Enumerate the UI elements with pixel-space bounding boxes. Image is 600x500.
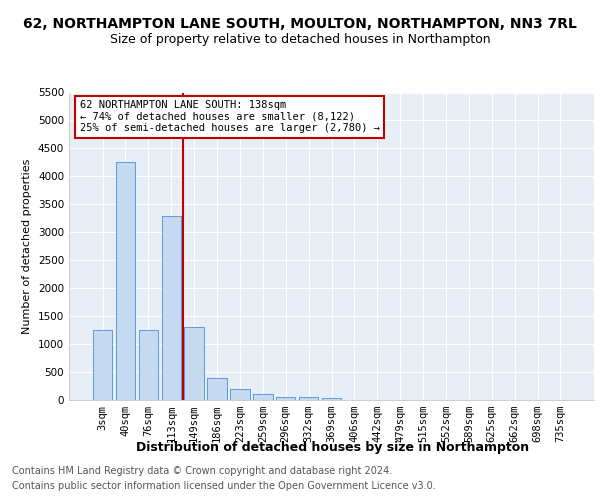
Text: Size of property relative to detached houses in Northampton: Size of property relative to detached ho… — [110, 32, 490, 46]
Bar — [161, 216, 181, 400]
Bar — [299, 397, 319, 400]
Text: Distribution of detached houses by size in Northampton: Distribution of detached houses by size … — [136, 441, 530, 454]
Bar — [208, 378, 227, 400]
Bar — [93, 330, 112, 400]
Bar — [230, 389, 250, 400]
Y-axis label: Number of detached properties: Number of detached properties — [22, 158, 32, 334]
Bar — [139, 330, 158, 400]
Bar — [116, 162, 135, 400]
Bar — [276, 396, 295, 400]
Text: Contains public sector information licensed under the Open Government Licence v3: Contains public sector information licen… — [12, 481, 436, 491]
Bar — [253, 394, 272, 400]
Bar — [322, 398, 341, 400]
Text: Contains HM Land Registry data © Crown copyright and database right 2024.: Contains HM Land Registry data © Crown c… — [12, 466, 392, 476]
Text: 62, NORTHAMPTON LANE SOUTH, MOULTON, NORTHAMPTON, NN3 7RL: 62, NORTHAMPTON LANE SOUTH, MOULTON, NOR… — [23, 18, 577, 32]
Bar — [184, 328, 204, 400]
Text: 62 NORTHAMPTON LANE SOUTH: 138sqm
← 74% of detached houses are smaller (8,122)
2: 62 NORTHAMPTON LANE SOUTH: 138sqm ← 74% … — [79, 100, 380, 134]
